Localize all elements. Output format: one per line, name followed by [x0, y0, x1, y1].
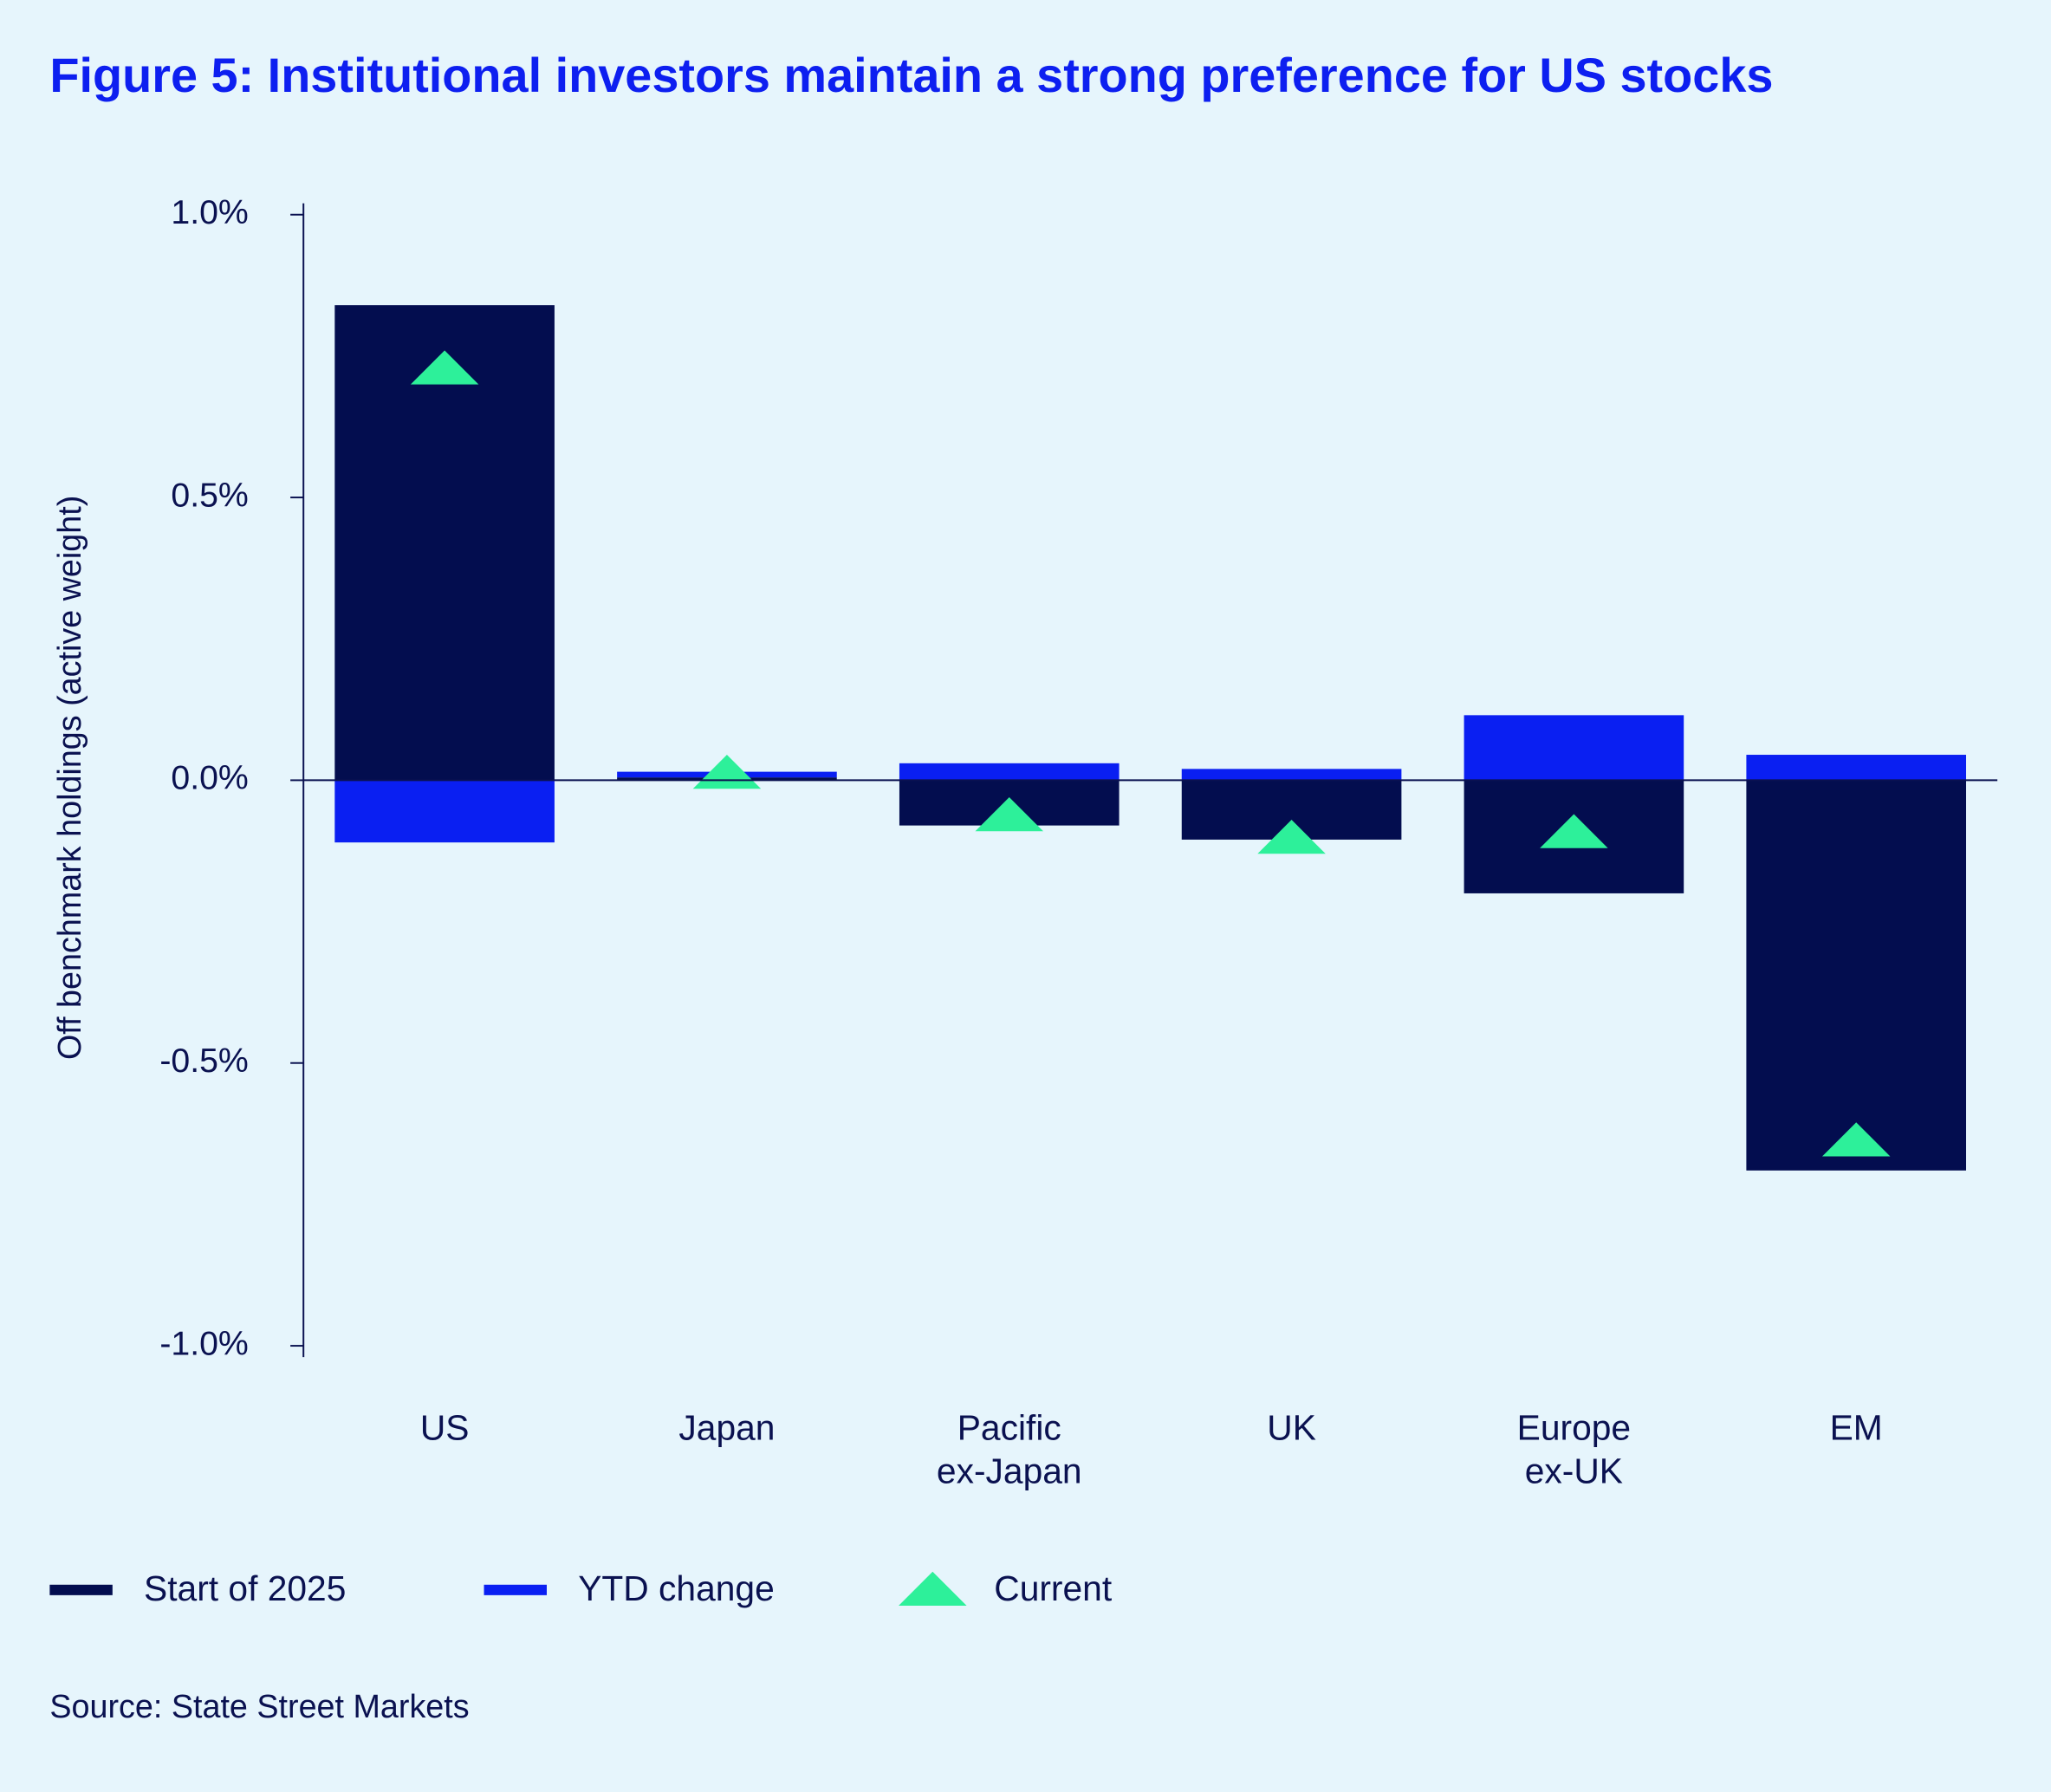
legend-label: YTD change	[578, 1568, 775, 1608]
y-axis-label: Off benchmark holdings (active weight)	[51, 496, 88, 1060]
current-marker	[1257, 820, 1326, 854]
legend-swatch	[49, 1584, 113, 1595]
x-tick-label-line: Europe	[1517, 1407, 1631, 1447]
y-tick-label: -0.5%	[159, 1042, 249, 1080]
y-tick-label: 0.5%	[171, 476, 248, 514]
x-tick-label-line: Japan	[678, 1407, 775, 1447]
x-tick-label: US	[420, 1407, 470, 1447]
bar	[1746, 755, 1967, 781]
current-marker	[975, 796, 1044, 832]
legend-label: Current	[994, 1568, 1113, 1608]
x-tick-label-line: Pacific	[957, 1407, 1061, 1447]
y-tick-label: -1.0%	[159, 1324, 249, 1362]
x-tick-label-line: UK	[1267, 1407, 1316, 1447]
current-marker	[1821, 1122, 1891, 1157]
x-tick-label-line: EM	[1830, 1407, 1883, 1447]
bar	[1746, 780, 1967, 1171]
current-marker	[1540, 814, 1608, 848]
bar	[1464, 715, 1684, 781]
bar	[1181, 769, 1402, 781]
y-tick-label: 1.0%	[171, 193, 248, 231]
x-tick-label-line: ex-UK	[1525, 1451, 1623, 1490]
x-tick-label: EM	[1830, 1407, 1883, 1447]
x-tick-label: UK	[1267, 1407, 1316, 1447]
x-tick-label-line: ex-Japan	[937, 1451, 1082, 1490]
legend-label: Start of 2025	[144, 1568, 346, 1608]
y-tick-label: 0.0%	[171, 759, 248, 797]
chart-title: Figure 5: Institutional investors mainta…	[49, 48, 1773, 102]
x-tick-label-line: US	[420, 1407, 470, 1447]
bar	[334, 780, 555, 843]
x-tick-label: Japan	[678, 1407, 775, 1447]
source: Source: State Street Markets	[49, 1688, 469, 1724]
current-marker	[410, 350, 479, 385]
bar	[899, 763, 1120, 781]
legend-swatch	[899, 1571, 967, 1606]
x-tick-label: Pacific ex-Japan	[937, 1407, 1082, 1490]
x-tick-label: Europe ex-UK	[1517, 1407, 1631, 1490]
legend-swatch	[484, 1584, 547, 1595]
